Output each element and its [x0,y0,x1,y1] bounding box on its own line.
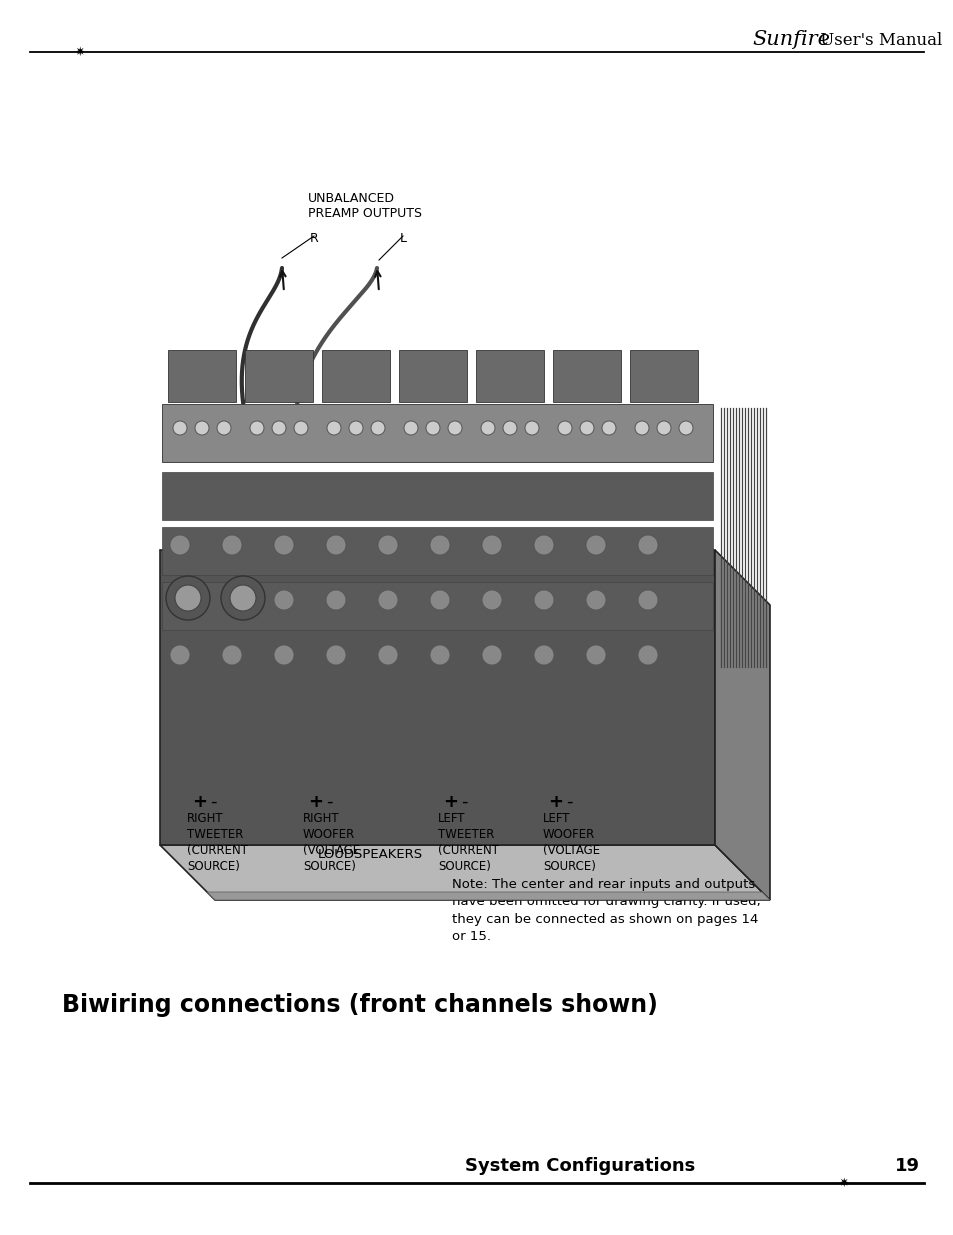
Circle shape [534,590,554,610]
Circle shape [635,421,648,435]
Text: 19: 19 [894,1157,919,1174]
Circle shape [534,645,554,664]
Circle shape [371,421,385,435]
Circle shape [194,421,209,435]
Circle shape [274,590,294,610]
Circle shape [585,645,605,664]
Text: Note: The center and rear inputs and outputs
have been omitted for drawing clari: Note: The center and rear inputs and out… [452,878,760,944]
Circle shape [534,535,554,555]
Circle shape [481,535,501,555]
Circle shape [326,535,346,555]
Polygon shape [160,550,714,845]
Text: ✷: ✷ [74,46,85,58]
Circle shape [377,590,397,610]
Text: UNBALANCED
PREAMP OUTPUTS: UNBALANCED PREAMP OUTPUTS [308,191,421,220]
Circle shape [377,535,397,555]
Bar [476,350,543,403]
Text: +: + [442,793,457,811]
Text: System Configurations: System Configurations [464,1157,695,1174]
Polygon shape [207,892,769,900]
Bar [245,350,313,403]
Circle shape [250,421,264,435]
Circle shape [480,421,495,435]
Circle shape [558,421,572,435]
Circle shape [222,590,242,610]
Circle shape [222,535,242,555]
Circle shape [326,590,346,610]
Text: R: R [310,232,318,245]
Text: Biwiring connections (front channels shown): Biwiring connections (front channels sho… [62,993,658,1016]
Circle shape [481,645,501,664]
Circle shape [216,421,231,435]
Circle shape [502,421,517,435]
Circle shape [585,535,605,555]
Circle shape [327,421,340,435]
Circle shape [294,421,308,435]
Circle shape [170,645,190,664]
Circle shape [274,535,294,555]
Text: User's Manual: User's Manual [814,32,942,49]
Text: RIGHT
WOOFER
(VOLTAGE
SOURCE): RIGHT WOOFER (VOLTAGE SOURCE) [303,811,359,873]
Circle shape [172,421,187,435]
Text: +: + [192,793,207,811]
Circle shape [166,576,210,620]
Text: +: + [547,793,562,811]
Circle shape [170,535,190,555]
Circle shape [481,590,501,610]
Circle shape [579,421,594,435]
Circle shape [272,421,286,435]
Text: -: - [326,793,333,811]
Circle shape [430,645,450,664]
Circle shape [524,421,538,435]
Circle shape [326,645,346,664]
Text: L: L [399,232,407,245]
Bar [162,404,712,462]
Circle shape [222,645,242,664]
Bar [629,350,698,403]
Bar [553,350,620,403]
Circle shape [349,421,363,435]
Text: LEFT
TWEETER
(CURRENT
SOURCE): LEFT TWEETER (CURRENT SOURCE) [437,811,498,873]
Circle shape [274,645,294,664]
Text: ✷: ✷ [838,1177,848,1189]
Polygon shape [714,550,769,900]
Circle shape [679,421,692,435]
Text: -: - [210,793,216,811]
Text: Sunfire: Sunfire [751,30,829,49]
Bar [322,350,390,403]
Bar [398,350,467,403]
Circle shape [230,585,255,611]
Bar [162,582,712,630]
Circle shape [430,535,450,555]
Circle shape [430,590,450,610]
Circle shape [448,421,461,435]
Text: RIGHT
TWEETER
(CURRENT
SOURCE): RIGHT TWEETER (CURRENT SOURCE) [187,811,248,873]
Bar [168,350,235,403]
Circle shape [377,645,397,664]
Circle shape [426,421,439,435]
Circle shape [170,590,190,610]
Circle shape [638,535,658,555]
Circle shape [174,585,201,611]
Circle shape [221,576,265,620]
Circle shape [638,590,658,610]
Text: LEFT
WOOFER
(VOLTAGE
SOURCE): LEFT WOOFER (VOLTAGE SOURCE) [542,811,599,873]
Text: +: + [308,793,323,811]
Text: LOUDSPEAKERS: LOUDSPEAKERS [317,848,423,861]
Bar [162,527,712,576]
Text: -: - [565,793,572,811]
Circle shape [657,421,670,435]
Circle shape [403,421,417,435]
Circle shape [638,645,658,664]
Polygon shape [160,845,769,900]
Text: -: - [460,793,467,811]
Circle shape [601,421,616,435]
Circle shape [585,590,605,610]
Bar [162,472,712,520]
